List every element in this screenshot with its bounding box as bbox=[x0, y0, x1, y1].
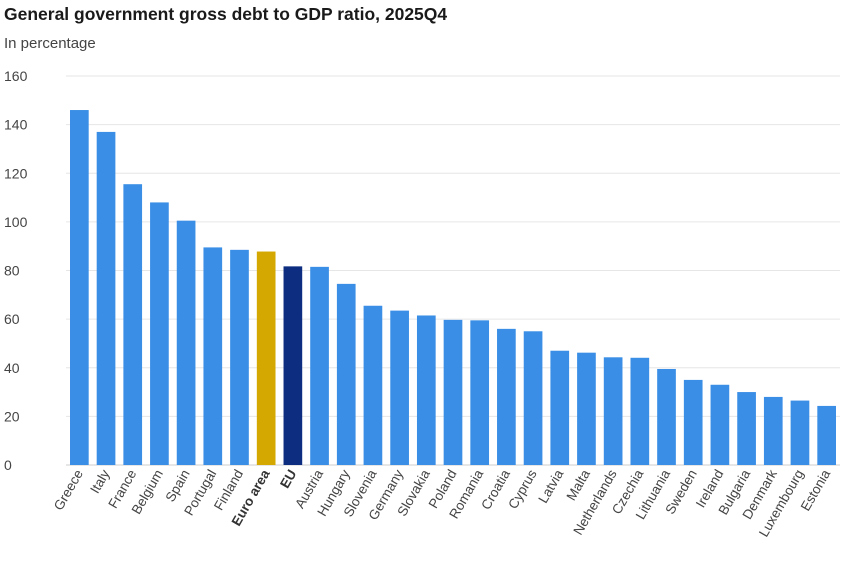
bar-luxembourg[interactable] bbox=[790, 400, 810, 465]
bar-malta[interactable] bbox=[577, 352, 596, 465]
bar-hungary[interactable] bbox=[336, 283, 356, 465]
bar-netherlands[interactable] bbox=[603, 357, 623, 465]
bar-latvia[interactable] bbox=[550, 350, 570, 465]
y-axis-ticks: 0 20 40 60 80 100 120 140 160 bbox=[4, 68, 28, 473]
bars bbox=[70, 110, 836, 466]
bar-poland[interactable] bbox=[443, 319, 463, 465]
x-axis-ticks: Greece ItalyFranceBelgiumSpainPortugalFin… bbox=[51, 467, 834, 540]
y-tick-label: 60 bbox=[4, 311, 20, 327]
bar-euro-area[interactable] bbox=[256, 251, 276, 465]
chart-subtitle: In percentage bbox=[4, 35, 96, 52]
bar-portugal[interactable] bbox=[203, 247, 223, 465]
bar-croatia[interactable] bbox=[497, 328, 516, 465]
bar-italy[interactable] bbox=[96, 131, 116, 465]
y-tick-label: 80 bbox=[4, 263, 20, 279]
bar-eu[interactable] bbox=[283, 266, 303, 465]
y-tick-label: 0 bbox=[4, 457, 12, 473]
y-tick-label: 120 bbox=[4, 165, 28, 181]
bar-romania[interactable] bbox=[470, 320, 490, 465]
bar-cyprus[interactable] bbox=[523, 331, 543, 465]
bar-estonia[interactable] bbox=[817, 405, 836, 465]
chart-title: General government gross debt to GDP rat… bbox=[4, 4, 448, 24]
bar-sweden[interactable] bbox=[683, 379, 703, 465]
y-tick-label: 40 bbox=[4, 360, 20, 376]
bar-czechia[interactable] bbox=[630, 357, 650, 465]
bar-slovenia[interactable] bbox=[363, 305, 383, 465]
bar-austria[interactable] bbox=[310, 266, 329, 465]
bar-denmark[interactable] bbox=[763, 396, 783, 465]
bar-lithuania[interactable] bbox=[657, 368, 676, 465]
x-tick-label: EU bbox=[277, 467, 299, 491]
bar-ireland[interactable] bbox=[710, 384, 730, 465]
bar-slovakia[interactable] bbox=[416, 315, 436, 465]
bar-spain[interactable] bbox=[176, 220, 196, 465]
bar-finland[interactable] bbox=[230, 249, 249, 465]
x-tick-label: Italy bbox=[87, 467, 112, 496]
x-tick-label: Greece bbox=[51, 467, 86, 513]
y-tick-label: 20 bbox=[4, 408, 20, 424]
bar-germany[interactable] bbox=[390, 310, 409, 465]
y-tick-label: 140 bbox=[4, 117, 28, 133]
x-tick-label: Latvia bbox=[535, 467, 566, 506]
y-tick-label: 160 bbox=[4, 68, 28, 84]
bar-greece[interactable] bbox=[70, 110, 89, 465]
y-tick-label: 100 bbox=[4, 214, 28, 230]
bar-france[interactable] bbox=[123, 184, 143, 466]
bar-bulgaria[interactable] bbox=[737, 392, 756, 465]
bar-belgium[interactable] bbox=[150, 202, 169, 466]
